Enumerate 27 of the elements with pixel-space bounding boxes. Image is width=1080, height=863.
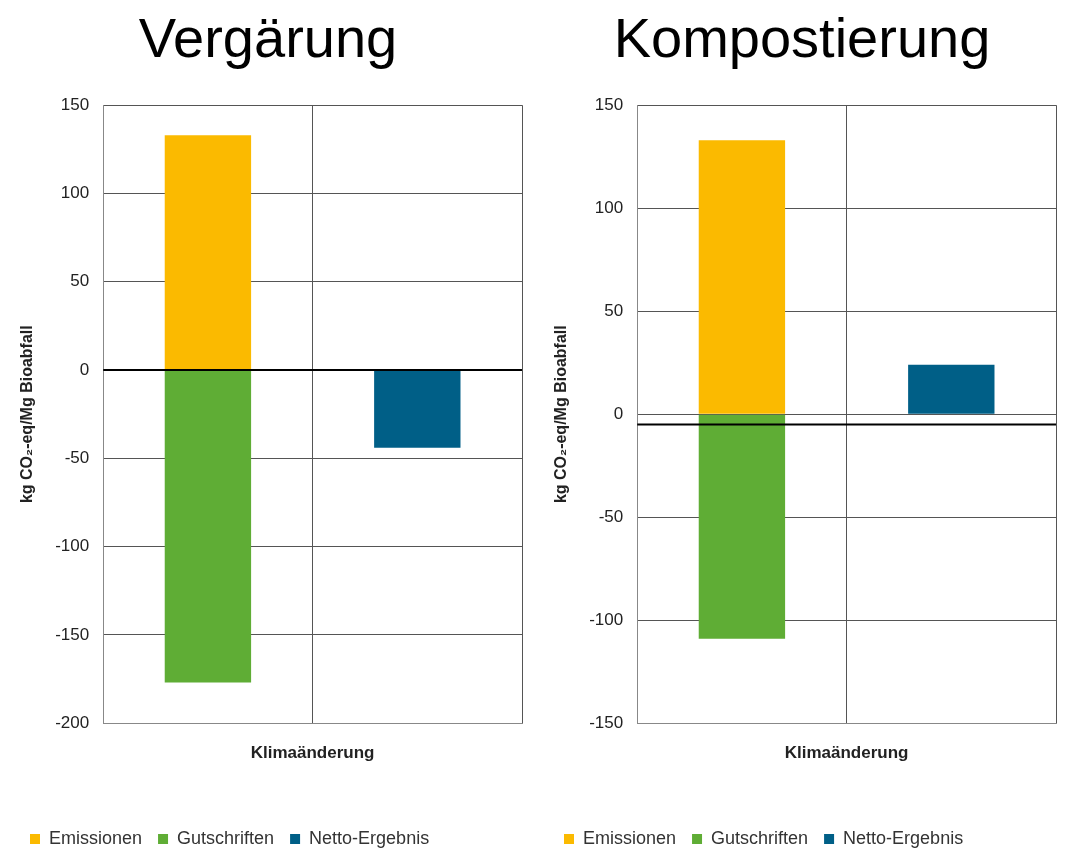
- legend-label: Emissionen: [49, 827, 143, 848]
- y-tick-label: 50: [70, 271, 90, 291]
- chart-title: Vergärung: [138, 6, 398, 70]
- y-tick-label: 100: [594, 197, 624, 217]
- y-tick-label: -150: [55, 624, 90, 644]
- y-tick-label: 150: [60, 94, 90, 114]
- legend-label: Gutschriften: [711, 827, 809, 848]
- y-tick-label: -150: [589, 712, 624, 732]
- y-tick-label: -200: [55, 712, 90, 732]
- y-tick-label: -100: [589, 609, 624, 629]
- legend-label: Emissionen: [583, 827, 677, 848]
- x-axis-title: Klimaänderung: [784, 743, 909, 763]
- legend-label: Netto-Ergebnis: [309, 827, 430, 848]
- y-axis-title: kg CO₂-eq/Mg Bioabfall: [18, 325, 36, 504]
- legend-label: Gutschriften: [177, 827, 275, 848]
- y-tick-label: 150: [594, 94, 624, 114]
- x-axis-title: Klimaänderung: [250, 743, 375, 763]
- y-tick-label: -50: [598, 506, 624, 526]
- y-tick-label: 0: [79, 359, 90, 379]
- y-tick-label: 100: [60, 183, 90, 203]
- y-axis-title: kg CO₂-eq/Mg Bioabfall: [552, 325, 570, 504]
- y-tick-label: -100: [55, 536, 90, 556]
- y-tick-label: 50: [604, 300, 624, 320]
- y-tick-label: 0: [613, 403, 624, 423]
- legend-label: Netto-Ergebnis: [843, 827, 964, 848]
- chart-title: Kompostierung: [613, 6, 991, 70]
- y-tick-label: -50: [64, 448, 90, 468]
